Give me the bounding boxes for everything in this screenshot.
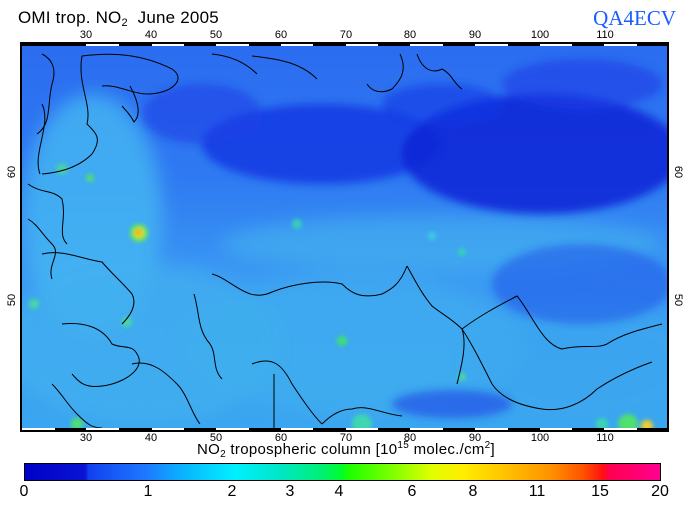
lon-tick-bottom: 50 bbox=[209, 432, 223, 444]
colorbar-tick: 0 bbox=[19, 483, 29, 500]
colorbar-tick: 8 bbox=[468, 483, 478, 500]
colorbar-tick: 1 bbox=[143, 483, 153, 500]
colorbar-tick: 4 bbox=[334, 483, 344, 500]
no2-heatmap bbox=[22, 44, 667, 430]
lon-tick-bottom: 70 bbox=[339, 432, 353, 444]
colorbar-tick: 6 bbox=[407, 483, 417, 500]
brand-label: QA4ECV bbox=[593, 6, 676, 30]
colorbar-tick: 11 bbox=[528, 483, 546, 500]
colorbar-title: NO2 tropospheric column [1015 molec./cm2… bbox=[196, 440, 496, 460]
lat-tick-left: 50 bbox=[6, 293, 19, 307]
lon-tick-top: 70 bbox=[339, 29, 353, 41]
lon-tick-bottom: 90 bbox=[468, 432, 482, 444]
lon-tick-bottom: 110 bbox=[596, 432, 614, 444]
lon-tick-top: 90 bbox=[468, 29, 482, 41]
colorbar-tick: 15 bbox=[591, 483, 609, 500]
colorbar bbox=[24, 463, 661, 481]
lon-tick-top: 110 bbox=[596, 29, 614, 41]
colorbar-tick: 20 bbox=[651, 483, 669, 500]
lon-tick-bottom: 40 bbox=[144, 432, 158, 444]
lon-tick-bottom: 100 bbox=[530, 432, 550, 444]
colorbar-tick: 3 bbox=[285, 483, 295, 500]
lat-tick-right: 50 bbox=[672, 293, 685, 307]
lon-tick-top: 80 bbox=[403, 29, 417, 41]
lon-tick-top: 40 bbox=[144, 29, 158, 41]
map-panel bbox=[20, 42, 669, 432]
colorbar-tick: 2 bbox=[227, 483, 237, 500]
lon-tick-bottom: 60 bbox=[274, 432, 288, 444]
lon-tick-bottom: 30 bbox=[79, 432, 93, 444]
lon-tick-top: 50 bbox=[209, 29, 223, 41]
lon-tick-top: 100 bbox=[530, 29, 550, 41]
lon-tick-top: 30 bbox=[79, 29, 93, 41]
map-title: OMI trop. NO2 June 2005 bbox=[18, 8, 219, 29]
lat-tick-left: 60 bbox=[6, 165, 19, 179]
lon-tick-top: 60 bbox=[274, 29, 288, 41]
lat-tick-right: 60 bbox=[672, 165, 685, 179]
lon-tick-bottom: 80 bbox=[403, 432, 417, 444]
